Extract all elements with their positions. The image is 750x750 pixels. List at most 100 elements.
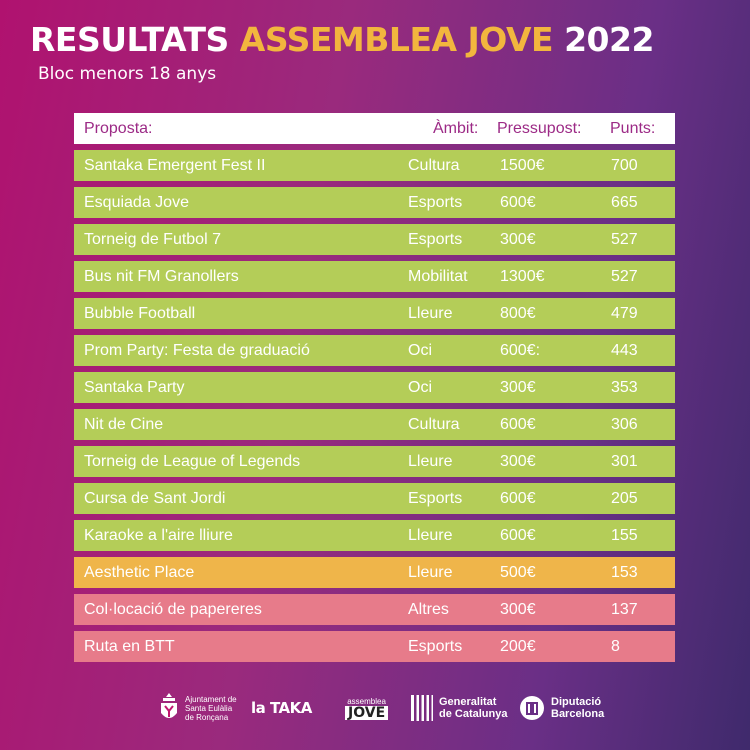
logo-ajuntament: Ajuntament de Santa Eulàlia de Ronçana	[158, 683, 237, 733]
ambit-cell: Mobilitat	[408, 268, 468, 285]
table-row: Ruta en BTT Esports 200€ 8	[74, 631, 675, 662]
ajuntament-line1: Ajuntament de	[185, 694, 237, 704]
proposta-cell: Cursa de Sant Jordi	[84, 490, 226, 507]
punts-cell: 443	[611, 342, 638, 359]
ajuntament-line3: de Ronçana	[185, 712, 229, 722]
proposta-cell: Bubble Football	[84, 305, 196, 322]
proposta-cell: Aesthetic Place	[84, 564, 195, 581]
ambit-cell: Lleure	[408, 564, 453, 581]
table-header-row: Proposta: Àmbit: Pressupost: Punts:	[74, 113, 675, 144]
ambit-cell: Lleure	[408, 527, 453, 544]
footer-logos: Ajuntament de Santa Eulàlia de Ronçana l…	[0, 683, 750, 733]
punts-cell: 205	[611, 490, 638, 507]
assemblea-small-text: assemblea	[347, 696, 386, 706]
punts-cell: 153	[611, 564, 638, 581]
table-row: Prom Party: Festa de graduació Oci 600€: 44…	[74, 335, 675, 366]
proposta-cell: Nit de Cine	[84, 416, 164, 433]
pressupost-cell: 600€	[500, 416, 536, 433]
title-resultats: RESULTATS	[30, 20, 229, 59]
table-row: Cursa de Sant Jordi Esports 600€ 205	[74, 483, 675, 514]
table-row: Nit de Cine Cultura 600€ 306	[74, 409, 675, 440]
coat-of-arms-icon	[161, 693, 177, 718]
punts-cell: 8	[611, 638, 620, 655]
pressupost-cell: 300€	[500, 231, 536, 248]
punts-cell: 353	[611, 379, 638, 396]
proposta-cell: Torneig de Futbol 7	[84, 231, 221, 248]
header-proposta: Proposta:	[84, 120, 153, 137]
pressupost-cell: 300€	[500, 601, 536, 618]
punts-cell: 665	[611, 194, 638, 211]
senyera-icon	[411, 695, 433, 721]
punts-cell: 137	[611, 601, 638, 618]
ambit-cell: Esports	[408, 638, 463, 655]
proposta-cell: Col·locació de papereres	[84, 601, 262, 618]
punts-cell: 301	[611, 453, 638, 470]
punts-cell: 479	[611, 305, 638, 322]
proposta-cell: Santaka Emergent Fest II	[84, 157, 266, 174]
title-assemblea-jove: ASSEMBLEA JOVE	[239, 20, 554, 59]
ambit-cell: Esports	[408, 194, 463, 211]
punts-cell: 306	[611, 416, 638, 433]
pressupost-cell: 200€	[500, 638, 536, 655]
proposta-cell: Santaka Party	[84, 379, 185, 396]
header-ambit: Àmbit:	[433, 120, 479, 137]
pressupost-cell: 600€	[500, 194, 536, 211]
pressupost-cell: 800€	[500, 305, 536, 322]
punts-cell: 155	[611, 527, 638, 544]
table-row: Karaoke a l'aire lliure Lleure 600€ 155	[74, 520, 675, 551]
table-row: Aesthetic Place Lleure 500€ 153	[74, 557, 675, 588]
page-title: RESULTATS ASSEMBLEA JOVE 2022	[30, 20, 654, 59]
proposta-cell: Prom Party: Festa de graduació	[84, 342, 310, 359]
ambit-cell: Cultura	[408, 157, 460, 174]
generalitat-line1: Generalitat	[439, 696, 497, 708]
table-row: Bubble Football Lleure 800€ 479	[74, 298, 675, 329]
pressupost-cell: 600€	[500, 490, 536, 507]
punts-cell: 700	[611, 157, 638, 174]
proposta-cell: Torneig de League of Legends	[84, 453, 301, 470]
proposta-cell: Bus nit FM Granollers	[84, 268, 239, 285]
diputacio-seal-icon	[520, 696, 544, 720]
ambit-cell: Lleure	[408, 453, 453, 470]
results-table: Proposta: Àmbit: Pressupost: Punts: Sant…	[74, 113, 675, 668]
assemblea-big-text: JOVE	[345, 705, 389, 720]
proposta-cell: Esquiada Jove	[84, 194, 189, 211]
logo-assemblea-jove: assemblea JOVE	[345, 683, 389, 733]
logo-diputacio: Diputació Barcelona	[519, 683, 604, 733]
ambit-cell: Oci	[408, 379, 432, 396]
ambit-cell: Oci	[408, 342, 432, 359]
table-row: Bus nit FM Granollers Mobilitat 1300€ 527	[74, 261, 675, 292]
table-row: Col·locació de papereres Altres 300€ 137	[74, 594, 675, 625]
pressupost-cell: 500€	[500, 564, 536, 581]
header-punts: Punts:	[610, 120, 656, 137]
punts-cell: 527	[611, 231, 638, 248]
logo-la-taka: la TAKA	[251, 699, 312, 717]
logo-generalitat: Generalitat de Catalunya	[411, 683, 507, 733]
table-row: Torneig de Futbol 7 Esports 300€ 527	[74, 224, 675, 255]
table-body: Santaka Emergent Fest II Cultura 1500€ 700 E…	[74, 150, 675, 662]
pressupost-cell: 1300€	[500, 268, 545, 285]
header-pressupost: Pressupost:	[497, 120, 582, 137]
table-row: Esquiada Jove Esports 600€ 665	[74, 187, 675, 218]
generalitat-line2: de Catalunya	[439, 708, 508, 720]
pressupost-cell: 1500€	[500, 157, 545, 174]
pressupost-cell: 300€	[500, 453, 536, 470]
ambit-cell: Lleure	[408, 305, 453, 322]
title-year: 2022	[564, 20, 654, 59]
table-row: Torneig de League of Legends Lleure 300€ 30…	[74, 446, 675, 477]
diputacio-line2: Barcelona	[551, 708, 605, 720]
table-row: Santaka Party Oci 300€ 353	[74, 372, 675, 403]
ajuntament-line2: Santa Eulàlia	[185, 703, 233, 713]
ambit-cell: Cultura	[408, 416, 460, 433]
pressupost-cell: 600€:	[500, 342, 541, 359]
punts-cell: 527	[611, 268, 638, 285]
subtitle: Bloc menors 18 anys	[38, 64, 217, 84]
diputacio-line1: Diputació	[551, 696, 602, 708]
proposta-cell: Karaoke a l'aire lliure	[84, 527, 233, 544]
ambit-cell: Esports	[408, 490, 463, 507]
ambit-cell: Altres	[408, 601, 449, 618]
pressupost-cell: 300€	[500, 379, 536, 396]
pressupost-cell: 600€	[500, 527, 536, 544]
ambit-cell: Esports	[408, 231, 463, 248]
table-row: Santaka Emergent Fest II Cultura 1500€ 700	[74, 150, 675, 181]
